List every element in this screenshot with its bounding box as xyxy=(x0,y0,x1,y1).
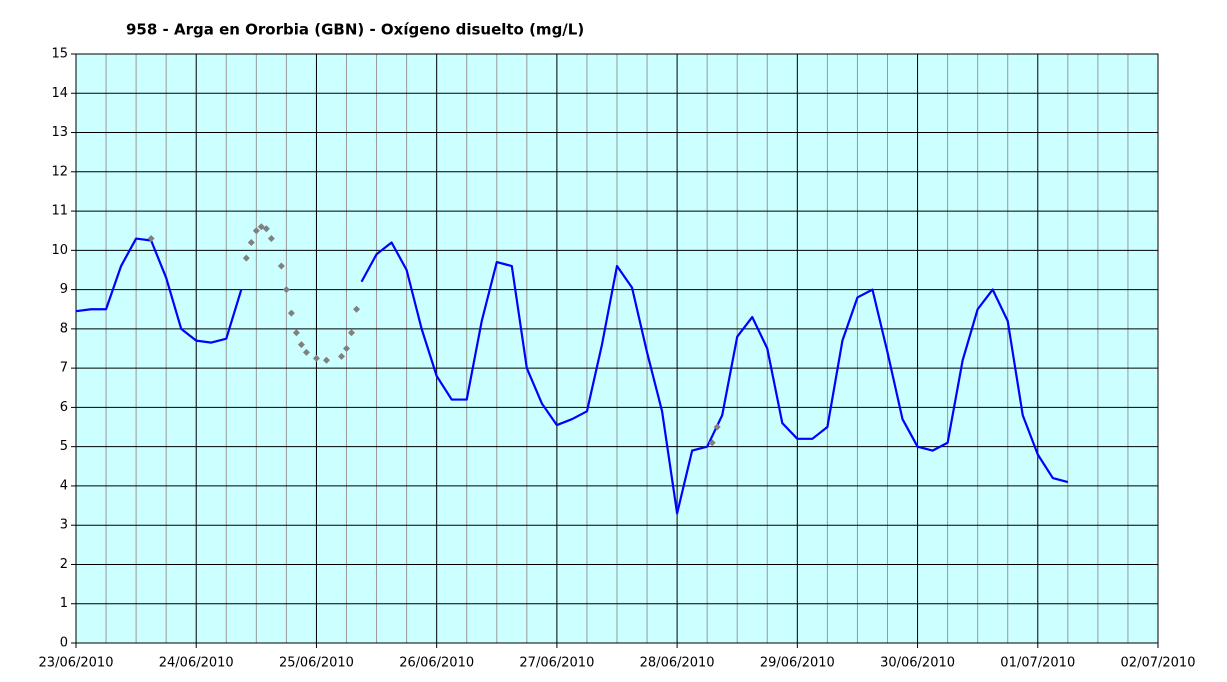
y-tick-label: 6 xyxy=(60,400,68,415)
y-tick-label: 2 xyxy=(60,557,68,572)
y-tick-label: 5 xyxy=(60,439,68,454)
x-tick-label: 23/06/2010 xyxy=(39,656,114,671)
x-tick-label: 30/06/2010 xyxy=(880,656,955,671)
data-point xyxy=(348,329,356,337)
data-point xyxy=(322,356,330,364)
y-tick-label: 9 xyxy=(60,282,68,297)
x-tick-label: 26/06/2010 xyxy=(399,656,474,671)
data-point xyxy=(252,227,260,235)
y-tick-label: 13 xyxy=(51,125,68,140)
y-tick-label: 4 xyxy=(60,478,68,493)
data-point xyxy=(277,262,285,270)
x-tick-label: 25/06/2010 xyxy=(279,656,354,671)
y-tick-label: 8 xyxy=(60,321,68,336)
data-line xyxy=(75,237,1069,515)
x-tick-label: 29/06/2010 xyxy=(760,656,835,671)
data-point xyxy=(292,329,300,337)
y-tick-label: 10 xyxy=(51,243,68,258)
y-tick-label: 12 xyxy=(51,164,68,179)
data-point xyxy=(262,225,270,233)
data-point xyxy=(713,423,721,431)
data-point xyxy=(312,354,320,362)
data-point xyxy=(282,286,290,294)
x-tick-label: 02/07/2010 xyxy=(1121,656,1196,671)
data-point xyxy=(337,352,345,360)
data-point xyxy=(287,309,295,317)
x-tick-label: 24/06/2010 xyxy=(159,656,234,671)
data-point xyxy=(242,254,250,262)
y-tick-label: 7 xyxy=(60,361,68,376)
data-point xyxy=(302,348,310,356)
y-tick-label: 3 xyxy=(60,518,68,533)
data-point xyxy=(147,235,155,243)
y-tick-label: 11 xyxy=(51,204,68,219)
y-tick-label: 14 xyxy=(51,86,68,101)
chart-title: 958 - Arga en Ororbia (GBN) - Oxígeno di… xyxy=(126,21,584,39)
data-point xyxy=(247,238,255,246)
data-point xyxy=(297,341,305,349)
data-point xyxy=(353,305,361,313)
data-point xyxy=(343,345,350,352)
y-tick-label: 1 xyxy=(60,596,68,611)
x-tick-label: 28/06/2010 xyxy=(640,656,715,671)
data-point xyxy=(708,439,716,447)
y-tick-label: 15 xyxy=(51,47,68,62)
x-tick-label: 01/07/2010 xyxy=(1000,656,1075,671)
data-point xyxy=(267,235,275,243)
x-tick-label: 27/06/2010 xyxy=(519,656,594,671)
y-tick-label: 0 xyxy=(60,636,68,651)
